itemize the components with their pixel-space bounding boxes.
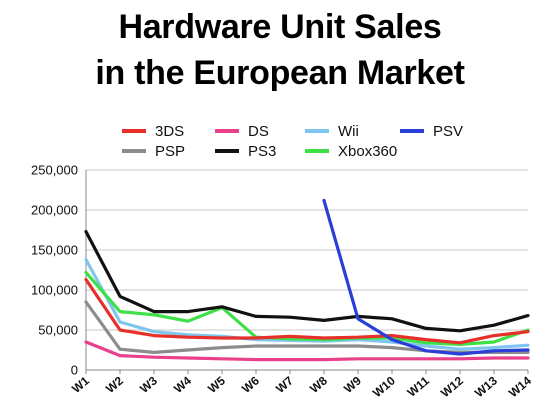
legend-label-xbox360: Xbox360	[338, 143, 397, 160]
x-tick-label: W3	[137, 373, 160, 396]
y-tick-label: 150,000	[31, 243, 78, 258]
x-tick-label: W7	[273, 373, 296, 396]
x-tick-label: W13	[472, 373, 500, 400]
chart-title: Hardware Unit Sales in the European Mark…	[0, 4, 560, 96]
chart-title-line-2: in the European Market	[95, 54, 465, 92]
series-line-psv	[322, 198, 530, 356]
legend-label-ps3: PS3	[248, 143, 276, 160]
y-tick-label: 0	[71, 363, 78, 378]
legend-label-wii: Wii	[338, 123, 359, 140]
legend: 3DS DS Wii PSV PSP PS3 Xbox360	[122, 123, 463, 160]
legend-label-psp: PSP	[155, 143, 185, 160]
x-tick-label: W6	[239, 373, 262, 396]
x-tick-label: W9	[341, 373, 364, 396]
x-tick-label: W4	[171, 373, 194, 396]
x-tick-label: W10	[370, 373, 398, 400]
series-line-ds	[84, 340, 530, 362]
series-line-ps3	[84, 230, 530, 333]
legend-label-ds: DS	[248, 123, 269, 140]
y-tick-label: 50,000	[38, 323, 78, 338]
x-tick-label: W11	[405, 373, 433, 399]
series-line-3ds	[84, 278, 530, 345]
y-tick-label: 100,000	[31, 283, 78, 298]
x-tick-label: W2	[103, 373, 126, 396]
chart-title-line-1: Hardware Unit Sales	[118, 8, 442, 46]
x-tick-label: W14	[506, 373, 534, 400]
series-lines	[84, 198, 530, 362]
x-tick-label: W5	[205, 373, 228, 396]
legend-label-psv: PSV	[433, 123, 463, 140]
y-tick-label: 250,000	[31, 163, 78, 178]
x-tick-label: W12	[438, 373, 466, 400]
y-tick-label: 200,000	[31, 203, 78, 218]
x-tick-label: W8	[307, 373, 330, 396]
series-line-xbox360	[84, 270, 530, 346]
legend-label-3ds: 3DS	[155, 123, 184, 140]
